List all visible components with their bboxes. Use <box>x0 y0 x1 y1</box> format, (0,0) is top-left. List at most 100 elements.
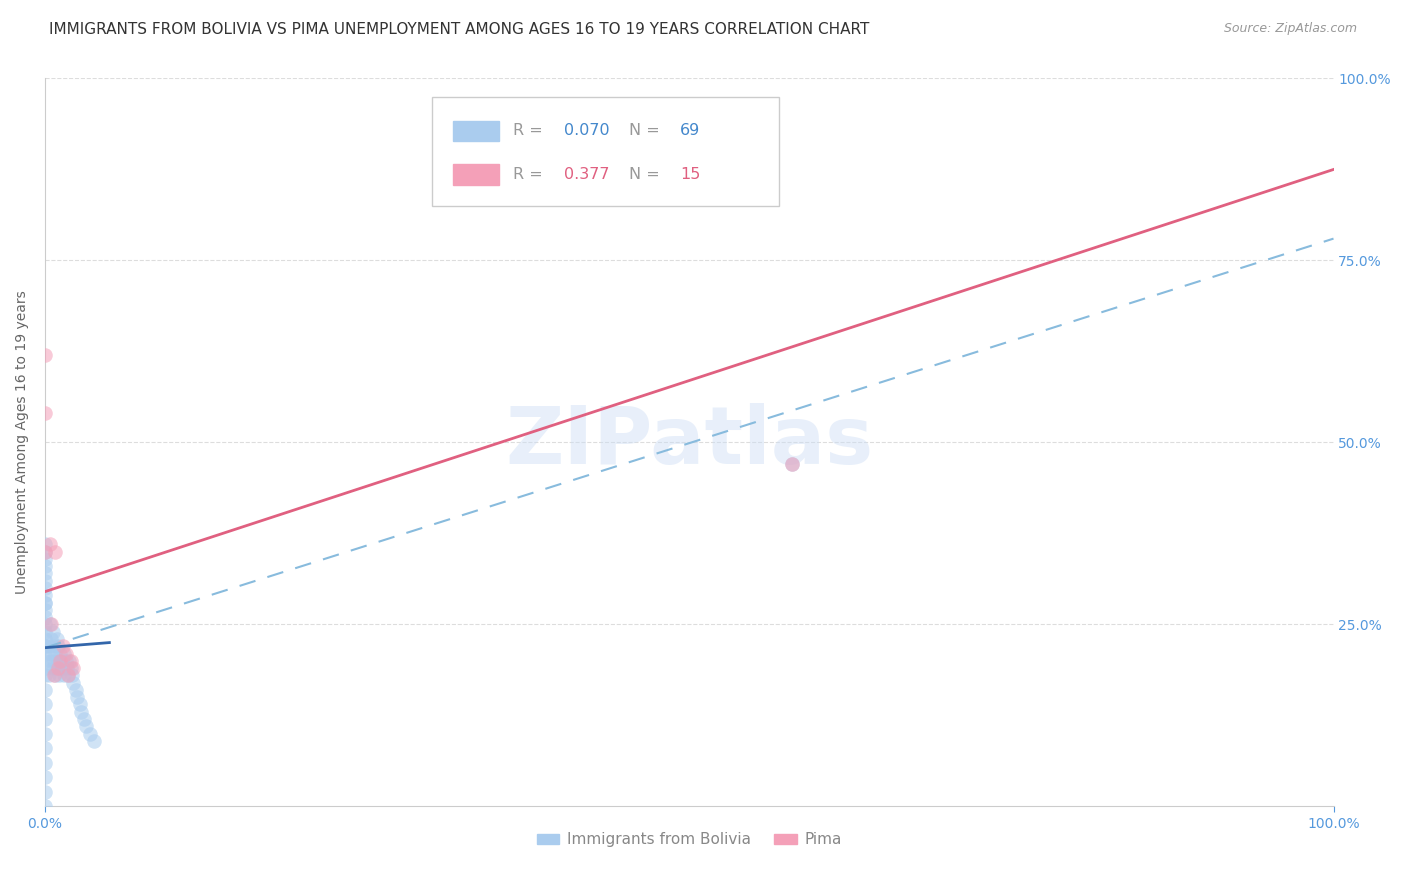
Point <box>38 639 60 653</box>
Point <box>38 668 60 682</box>
Point <box>34 639 56 653</box>
Point <box>51 654 73 668</box>
Point <box>46 639 69 653</box>
Point <box>62 675 84 690</box>
Text: N =: N = <box>628 123 665 138</box>
Point <box>46 661 69 675</box>
Point <box>34 406 56 420</box>
Point <box>34 799 56 814</box>
Point <box>52 661 75 675</box>
Point <box>45 661 67 675</box>
Point <box>34 632 56 646</box>
Point <box>34 596 56 610</box>
Point <box>56 668 79 682</box>
Point <box>34 639 56 653</box>
Text: Source: ZipAtlas.com: Source: ZipAtlas.com <box>1223 22 1357 36</box>
Point <box>59 661 82 675</box>
Point <box>44 647 66 661</box>
Point <box>46 654 69 668</box>
Point <box>39 537 62 551</box>
Point <box>34 654 56 668</box>
Point <box>41 624 63 639</box>
Bar <box>454 120 499 141</box>
Point <box>34 661 56 675</box>
FancyBboxPatch shape <box>432 96 779 206</box>
Point <box>55 647 77 661</box>
Point <box>49 647 72 661</box>
Point <box>69 698 91 712</box>
Point <box>42 639 65 653</box>
Text: R =: R = <box>513 123 547 138</box>
Point <box>44 544 66 558</box>
Point <box>53 668 76 682</box>
Point <box>42 668 65 682</box>
Point <box>66 690 89 705</box>
Point <box>34 698 56 712</box>
Point <box>34 617 56 632</box>
Point <box>49 661 72 675</box>
Text: 15: 15 <box>681 167 700 182</box>
Point <box>41 632 63 646</box>
Point <box>34 682 56 697</box>
Point <box>72 712 94 726</box>
Point <box>782 457 804 471</box>
Point <box>56 661 79 675</box>
Point <box>34 785 56 799</box>
Point <box>34 559 56 574</box>
Point <box>45 632 67 646</box>
Point <box>41 617 63 632</box>
Text: IMMIGRANTS FROM BOLIVIA VS PIMA UNEMPLOYMENT AMONG AGES 16 TO 19 YEARS CORRELATI: IMMIGRANTS FROM BOLIVIA VS PIMA UNEMPLOY… <box>49 22 869 37</box>
Point <box>48 668 70 682</box>
Point <box>34 348 56 362</box>
Text: 0.377: 0.377 <box>564 167 610 182</box>
Point <box>34 544 56 558</box>
Point <box>55 654 77 668</box>
Point <box>49 654 72 668</box>
Point <box>75 719 97 733</box>
Point <box>53 647 76 661</box>
Point <box>79 726 101 740</box>
Point <box>39 617 62 632</box>
Point <box>59 654 82 668</box>
Text: R =: R = <box>513 167 547 182</box>
Point <box>34 610 56 624</box>
Point <box>34 566 56 581</box>
Point <box>34 537 56 551</box>
Point <box>41 661 63 675</box>
Y-axis label: Unemployment Among Ages 16 to 19 years: Unemployment Among Ages 16 to 19 years <box>15 291 30 594</box>
Legend: Immigrants from Bolivia, Pima: Immigrants from Bolivia, Pima <box>530 826 848 854</box>
Point <box>34 647 56 661</box>
Text: N =: N = <box>628 167 665 182</box>
Point <box>34 581 56 595</box>
Point <box>34 624 56 639</box>
Point <box>34 726 56 740</box>
Point <box>34 770 56 784</box>
Point <box>44 668 66 682</box>
Point <box>782 457 804 471</box>
Point <box>34 712 56 726</box>
Point <box>34 756 56 770</box>
Point <box>62 661 84 675</box>
Point <box>52 639 75 653</box>
Point <box>34 574 56 588</box>
Point <box>34 544 56 558</box>
Point <box>39 647 62 661</box>
Text: 69: 69 <box>681 123 700 138</box>
Point <box>41 654 63 668</box>
Point <box>34 668 56 682</box>
Point <box>42 654 65 668</box>
Point <box>34 741 56 756</box>
Point <box>34 588 56 602</box>
Bar <box>454 164 499 185</box>
Text: 0.070: 0.070 <box>564 123 610 138</box>
Point <box>34 603 56 617</box>
Point <box>70 705 93 719</box>
Text: ZIPatlas: ZIPatlas <box>505 403 873 482</box>
Point <box>60 668 83 682</box>
Point <box>34 552 56 566</box>
Point <box>58 654 80 668</box>
Point <box>34 596 56 610</box>
Point <box>83 734 105 748</box>
Point <box>56 668 79 682</box>
Point <box>65 682 87 697</box>
